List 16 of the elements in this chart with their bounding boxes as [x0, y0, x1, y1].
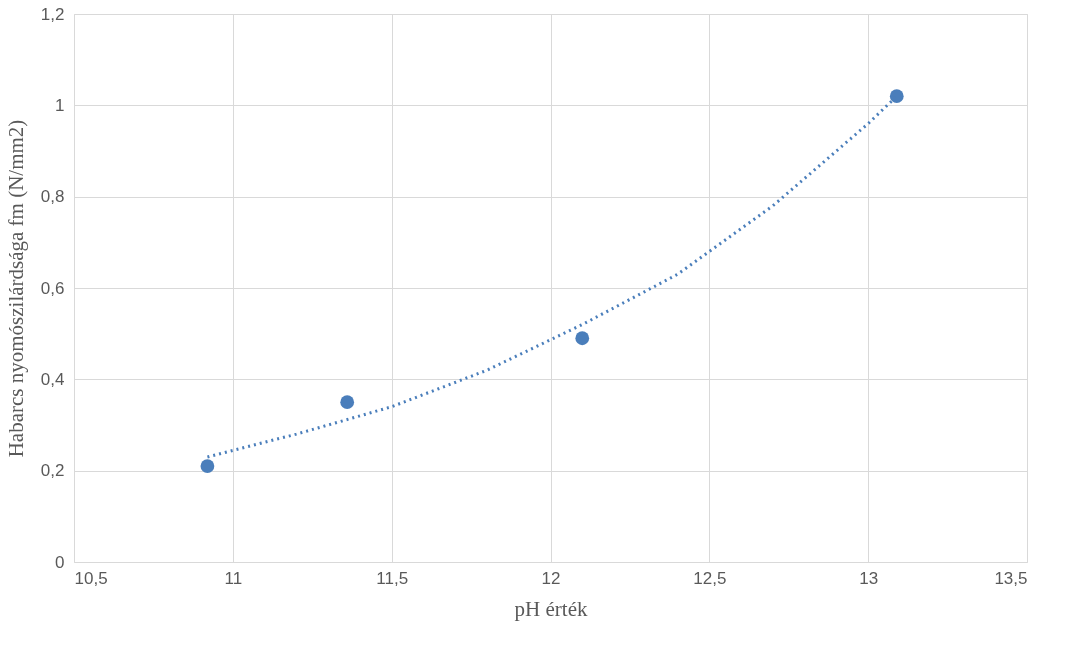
y-tick-label: 1 [55, 95, 65, 115]
x-tick-label: 13,5 [994, 568, 1028, 588]
y-tick-label: 0,8 [40, 187, 65, 207]
x-tick-label: 12,5 [693, 568, 727, 588]
x-tick-label: 11,5 [376, 568, 409, 588]
x-tick-label: 11 [224, 568, 243, 588]
y-tick-label: 0 [55, 552, 65, 572]
y-tick-label: 0,6 [40, 278, 65, 298]
x-axis-title: pH érték [514, 596, 588, 621]
x-tick-label: 12 [541, 568, 561, 588]
x-tick-label: 13 [859, 568, 879, 588]
y-axis-title: Habarcs nyomószilárdsága fm (N/mm2) [3, 119, 28, 458]
y-tick-label: 0,2 [40, 461, 65, 481]
y-tick-label: 1,2 [40, 4, 65, 24]
y-tick-label: 0,4 [40, 369, 65, 389]
x-tick-label: 10,5 [74, 568, 108, 588]
